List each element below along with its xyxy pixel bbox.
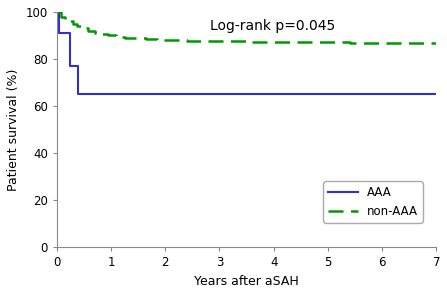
AAA bbox=[434, 93, 439, 96]
non-AAA bbox=[66, 17, 72, 21]
AAA bbox=[67, 64, 73, 68]
non-AAA bbox=[62, 15, 67, 18]
AAA bbox=[76, 64, 81, 68]
non-AAA bbox=[133, 37, 138, 40]
non-AAA bbox=[244, 40, 249, 44]
non-AAA bbox=[98, 31, 104, 35]
non-AAA bbox=[434, 41, 439, 44]
non-AAA bbox=[75, 24, 80, 28]
non-AAA bbox=[184, 38, 190, 42]
non-AAA bbox=[85, 27, 91, 30]
non-AAA bbox=[201, 39, 206, 42]
AAA bbox=[76, 93, 81, 96]
non-AAA bbox=[85, 29, 91, 32]
AAA bbox=[54, 10, 59, 14]
non-AAA bbox=[154, 37, 160, 41]
non-AAA bbox=[133, 36, 138, 40]
X-axis label: Years after aSAH: Years after aSAH bbox=[194, 275, 299, 288]
non-AAA bbox=[217, 40, 222, 43]
non-AAA bbox=[184, 39, 190, 42]
AAA bbox=[57, 31, 62, 35]
Text: Log-rank p=0.045: Log-rank p=0.045 bbox=[211, 19, 336, 33]
non-AAA bbox=[98, 32, 104, 36]
Line: AAA: AAA bbox=[57, 12, 436, 94]
non-AAA bbox=[122, 36, 127, 40]
non-AAA bbox=[122, 35, 127, 38]
non-AAA bbox=[154, 38, 160, 42]
non-AAA bbox=[304, 40, 309, 44]
non-AAA bbox=[92, 29, 97, 32]
non-AAA bbox=[271, 40, 276, 44]
non-AAA bbox=[271, 40, 276, 44]
non-AAA bbox=[434, 41, 439, 44]
non-AAA bbox=[168, 38, 173, 42]
non-AAA bbox=[66, 19, 72, 23]
AAA bbox=[67, 31, 73, 35]
Y-axis label: Patient survival (%): Patient survival (%) bbox=[7, 68, 20, 191]
non-AAA bbox=[80, 27, 85, 30]
Legend: AAA, non-AAA: AAA, non-AAA bbox=[324, 181, 423, 223]
non-AAA bbox=[70, 19, 76, 23]
non-AAA bbox=[201, 39, 206, 43]
non-AAA bbox=[143, 37, 149, 40]
non-AAA bbox=[75, 22, 80, 25]
AAA bbox=[347, 93, 352, 96]
non-AAA bbox=[114, 34, 119, 37]
non-AAA bbox=[244, 40, 249, 43]
non-AAA bbox=[105, 32, 111, 36]
non-AAA bbox=[105, 34, 111, 37]
non-AAA bbox=[54, 10, 59, 14]
non-AAA bbox=[347, 40, 352, 44]
non-AAA bbox=[80, 24, 85, 28]
Line: non-AAA: non-AAA bbox=[57, 12, 436, 42]
AAA bbox=[434, 93, 439, 96]
non-AAA bbox=[70, 22, 76, 25]
non-AAA bbox=[92, 31, 97, 35]
non-AAA bbox=[304, 40, 309, 44]
non-AAA bbox=[62, 17, 67, 21]
non-AAA bbox=[59, 10, 64, 14]
non-AAA bbox=[114, 35, 119, 38]
non-AAA bbox=[347, 41, 352, 44]
AAA bbox=[347, 93, 352, 96]
non-AAA bbox=[217, 39, 222, 43]
non-AAA bbox=[59, 15, 64, 18]
AAA bbox=[57, 10, 62, 14]
non-AAA bbox=[168, 38, 173, 42]
non-AAA bbox=[143, 37, 149, 41]
